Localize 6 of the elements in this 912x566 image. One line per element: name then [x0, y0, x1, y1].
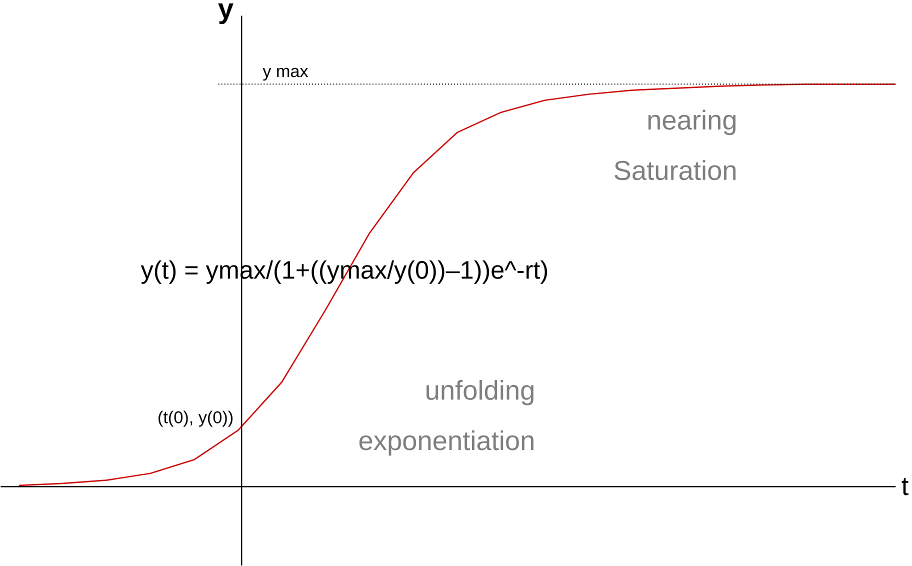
- annotation: nearing Saturation: [614, 110, 736, 180]
- y-axis-title: y: [218, 3, 234, 24]
- annotation: (t(0), y(0)): [158, 410, 233, 427]
- ref-line-label: y max: [262, 68, 308, 81]
- x-axis-title: t: [902, 478, 908, 496]
- annotation: unfolding exponentiation: [359, 380, 534, 456]
